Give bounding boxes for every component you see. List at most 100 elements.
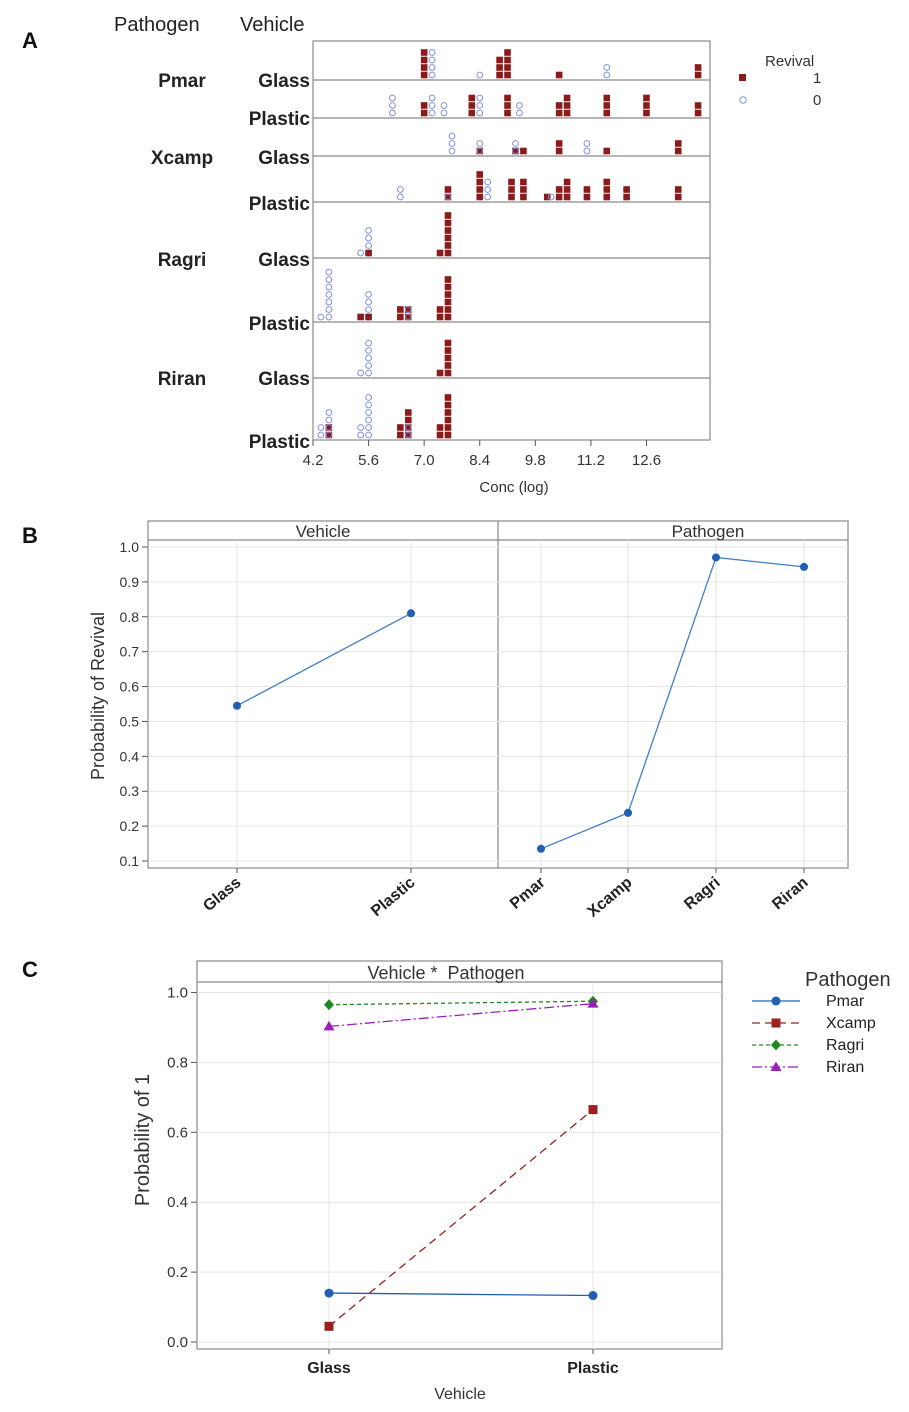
revival-0-marker [365, 431, 372, 439]
panel-c-frame [196, 960, 723, 1350]
revival-1-marker [563, 178, 571, 186]
pathogen-series-point [624, 808, 632, 817]
vehicle-label-glass: Glass [258, 71, 310, 92]
revival-1-marker [694, 64, 702, 71]
revival-0-marker [357, 424, 365, 431]
panel-c-strip: Vehicle * Pathogen [367, 963, 524, 983]
revival-0-marker [603, 71, 611, 79]
x-tick-label: 11.2 [577, 452, 605, 469]
riran-point [587, 998, 599, 1008]
revival-0-marker [389, 94, 396, 102]
y-tick-label: 0.2 [167, 1264, 188, 1281]
revival-1-marker [325, 431, 333, 439]
revival-0-marker [325, 431, 333, 439]
revival-0-marker [428, 94, 436, 102]
ragri-line [328, 1000, 594, 1006]
panel-a-xlabel: Conc (log) [479, 479, 548, 496]
revival-1-marker [520, 193, 527, 201]
revival-0-marker [583, 147, 591, 155]
revival-0-marker [476, 140, 484, 147]
revival-1-marker [444, 249, 452, 257]
revival-1-marker [404, 313, 412, 321]
revival-1-marker [504, 102, 511, 109]
revival-0-marker [476, 94, 484, 102]
revival-0-marker [365, 242, 372, 249]
revival-legend: Revival 1 0 [739, 53, 821, 109]
revival-1-marker [436, 431, 444, 439]
revival-0-marker [444, 193, 452, 201]
revival-1-marker [603, 186, 611, 193]
revival-0-marker [365, 306, 372, 313]
legend-marker-riran [770, 1061, 782, 1071]
revival-1-marker [603, 94, 611, 102]
revival-1-marker [643, 109, 650, 117]
riran-line [328, 1003, 594, 1028]
revival-1-marker [603, 193, 611, 201]
revival-1-marker [508, 193, 515, 201]
revival-0-marker [440, 109, 448, 117]
pmar-point [588, 1291, 598, 1301]
revival-0-marker [396, 193, 404, 201]
revival-0-marker [365, 424, 372, 431]
revival-0-marker [325, 291, 333, 298]
revival-1-marker [563, 193, 571, 201]
vehicle-label-plastic: Plastic [249, 314, 311, 335]
revival-1-marker [420, 71, 428, 79]
revival-0-marker [404, 431, 412, 439]
revival-1-marker [520, 186, 527, 193]
revival-0-marker [547, 193, 555, 201]
y-tick-label: 1.0 [167, 984, 188, 1001]
revival-0-marker [325, 416, 333, 424]
revival-1-marker [397, 424, 404, 431]
legend-marker-1 [739, 74, 746, 81]
legend-label-riran: Riran [826, 1059, 864, 1076]
revival-1-marker [496, 71, 503, 79]
y-tick-label: 0.6 [120, 679, 140, 695]
revival-1-marker [444, 369, 452, 377]
panel-a: Pathogen Vehicle Glass Plastic Glass Plasti… [114, 14, 821, 496]
x-tick-label: Pmar [507, 874, 549, 913]
y-tick-label: 0.1 [120, 853, 140, 869]
legend-label-xcamp: Xcamp [826, 1015, 876, 1032]
revival-0-marker [325, 409, 333, 416]
revival-1-marker [504, 94, 511, 102]
pathogen-label-ragri: Ragri [158, 250, 207, 271]
pathogen-label-xcamp: Xcamp [151, 148, 213, 169]
revival-1-marker [555, 71, 563, 79]
revival-1-marker [444, 431, 452, 439]
revival-0-marker [365, 234, 372, 242]
revival-0-marker [512, 147, 519, 155]
pathogen-label-pmar: Pmar [158, 71, 206, 92]
x-tick-label: 9.8 [525, 452, 546, 469]
revival-1-marker [444, 283, 452, 291]
revival-1-marker [504, 49, 511, 56]
vehicle-header: Vehicle [240, 14, 305, 36]
revival-1-marker [694, 109, 702, 117]
pmar-point [324, 1288, 334, 1298]
revival-1-marker [444, 339, 452, 347]
revival-0-marker [365, 416, 372, 424]
revival-1-marker [404, 306, 412, 313]
panel-letter-c: C [22, 957, 38, 982]
vehicle-label-plastic: Plastic [249, 432, 311, 453]
revival-0-marker [583, 140, 591, 147]
panel-letter-a: A [22, 28, 38, 53]
revival-1-marker [520, 178, 527, 186]
revival-1-marker [444, 242, 452, 249]
revival-0-marker [404, 306, 412, 313]
xcamp-point [588, 1105, 598, 1115]
revival-1-marker [555, 109, 563, 117]
revival-1-marker [397, 313, 404, 321]
y-tick-label: 0.5 [120, 713, 140, 729]
revival-1-marker [420, 49, 428, 56]
revival-0-marker [603, 64, 611, 71]
y-tick-label: 0.9 [120, 574, 140, 590]
panel-c-legend: Pmar Xcamp Ragri Riran [752, 993, 876, 1076]
revival-1-marker [555, 186, 563, 193]
revival-1-marker [404, 409, 412, 416]
revival-1-marker [504, 64, 511, 71]
panel-c: Vehicle * Pathogen Probability of 1 Vehi… [132, 960, 891, 1403]
revival-0-marker [365, 354, 372, 362]
pmar-line [328, 1292, 594, 1297]
revival-0-marker [365, 409, 372, 416]
